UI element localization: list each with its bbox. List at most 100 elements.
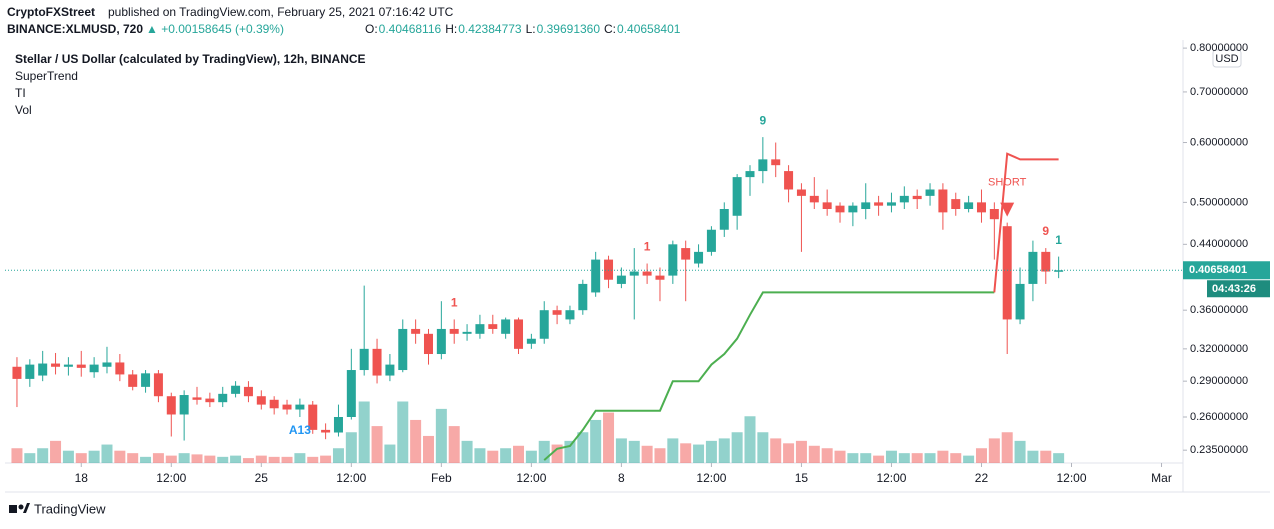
volume-bar: [345, 432, 357, 463]
volume-bar: [744, 416, 756, 463]
candle: [462, 324, 472, 341]
candle: [333, 404, 343, 437]
candle-body: [179, 395, 189, 415]
candle-body: [925, 189, 935, 196]
volume-bar: [204, 455, 216, 463]
volume-bar: [435, 408, 447, 463]
candle: [1002, 222, 1012, 355]
volume-bar: [24, 453, 36, 463]
candle: [655, 267, 665, 302]
volume-bar: [693, 444, 705, 463]
volume-bar: [1014, 440, 1026, 463]
currency-box[interactable]: [1212, 49, 1242, 68]
candle-body: [256, 396, 266, 405]
ohlc-label: L:: [526, 22, 536, 36]
supertrend-line: [543, 291, 995, 461]
candle-body: [514, 319, 524, 349]
candle-body: [385, 364, 395, 376]
candle: [256, 390, 266, 410]
y-tick-label: 0.50000000: [1190, 196, 1248, 208]
candle-body: [719, 209, 729, 230]
candle-body: [166, 396, 176, 415]
annotation: SHORT: [988, 177, 1027, 189]
candle: [282, 399, 292, 415]
volume-bar: [307, 456, 319, 463]
volume-bar: [847, 453, 859, 463]
currency[interactable]: USD: [1215, 53, 1238, 65]
volume-bar: [461, 440, 473, 463]
candle: [321, 423, 331, 440]
brand: TradingView: [34, 501, 106, 516]
volume-bar: [898, 453, 910, 463]
volume-bar: [255, 455, 267, 463]
candle-body: [809, 195, 819, 203]
candle: [694, 244, 704, 268]
candle: [346, 348, 356, 420]
candle: [745, 165, 755, 196]
candle-body: [462, 331, 472, 334]
candle-body: [333, 417, 343, 433]
volume-bar: [705, 440, 717, 463]
volume-bar: [384, 444, 396, 463]
candle: [166, 392, 176, 437]
candle-body: [63, 364, 73, 367]
candle-body: [951, 199, 961, 210]
volume-bar: [757, 432, 769, 463]
candle-body: [758, 159, 768, 172]
candle-body: [565, 310, 575, 320]
volume-bar: [937, 450, 949, 463]
candle: [192, 386, 202, 405]
candle: [591, 251, 601, 297]
candle: [1015, 267, 1025, 325]
volume-bar: [770, 438, 782, 463]
candle: [784, 165, 794, 203]
candle-body: [359, 348, 369, 371]
y-tick-label: 0.36000000: [1190, 304, 1248, 316]
candle-body: [282, 404, 292, 410]
volume-bar: [75, 453, 87, 463]
candle: [809, 177, 819, 210]
candle: [874, 195, 884, 216]
candle: [604, 255, 614, 289]
candle-body: [51, 363, 61, 367]
volume-bar: [500, 448, 512, 463]
candle: [411, 319, 421, 344]
volume-bar: [950, 453, 962, 463]
candle: [488, 314, 498, 334]
candle-body: [861, 202, 871, 210]
candle: [153, 370, 163, 403]
volume-bar: [924, 453, 936, 463]
candle: [976, 189, 986, 223]
candle: [642, 263, 652, 284]
candle-body: [616, 275, 626, 284]
ohlc-value: 0.40658401: [617, 22, 681, 36]
candle: [218, 386, 228, 408]
candle: [398, 319, 408, 373]
volume-bar: [834, 450, 846, 463]
ohlc-label: O:: [365, 22, 378, 36]
candle: [681, 240, 691, 302]
candle-body: [76, 364, 86, 368]
annotation: 1: [644, 240, 651, 254]
ohlc-label: C:: [604, 22, 616, 36]
candle-body: [372, 348, 382, 376]
x-tick-label: 12:00: [516, 471, 546, 485]
brand-logo: [9, 503, 30, 513]
candle: [514, 317, 524, 355]
candle-body: [732, 177, 742, 216]
candle-body: [115, 362, 125, 375]
candle: [128, 370, 138, 391]
x-tick-label: 12:00: [1056, 471, 1086, 485]
volume-bar: [988, 438, 1000, 463]
volume-bar: [114, 450, 126, 463]
volume-bar: [680, 443, 692, 463]
volume-bar: [577, 432, 589, 463]
volume-bar: [140, 456, 152, 463]
candle-body: [295, 404, 305, 410]
candle-body: [835, 205, 845, 213]
volume-bar: [230, 455, 242, 463]
candle-body: [411, 328, 421, 334]
volume-bar: [525, 450, 537, 463]
candle: [63, 357, 73, 376]
annotation: 1: [1055, 233, 1062, 247]
